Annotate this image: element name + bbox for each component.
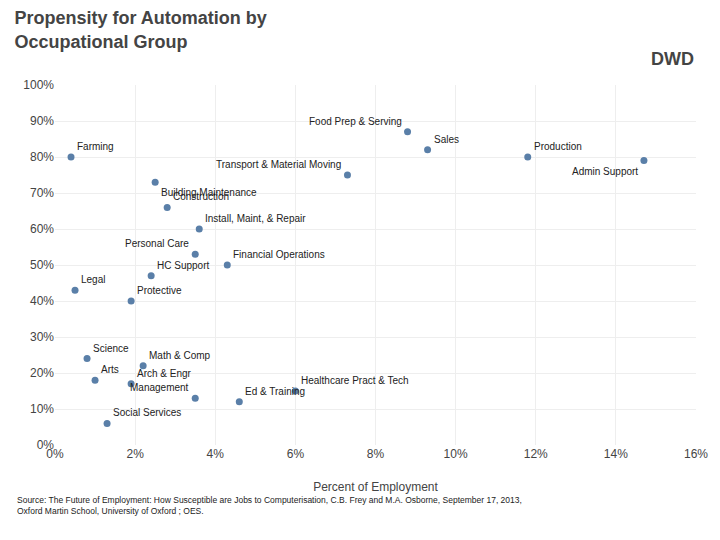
svg-text:2%: 2% [126, 447, 144, 461]
svg-text:Healthcare Pract & Tech: Healthcare Pract & Tech [301, 375, 409, 386]
svg-text:12%: 12% [524, 447, 548, 461]
svg-text:Math & Comp: Math & Comp [149, 350, 211, 361]
svg-text:60%: 60% [30, 222, 54, 236]
svg-text:50%: 50% [30, 258, 54, 272]
svg-text:Social Services: Social Services [113, 407, 181, 418]
svg-text:Food Prep & Serving: Food Prep & Serving [309, 116, 402, 127]
svg-text:Admin Support: Admin Support [572, 166, 638, 177]
svg-text:Building Maintenance: Building Maintenance [161, 187, 257, 198]
svg-text:0%: 0% [46, 447, 64, 461]
svg-text:Transport & Material Moving: Transport & Material Moving [216, 159, 341, 170]
svg-text:Science: Science [93, 343, 129, 354]
svg-text:Arts: Arts [101, 364, 119, 375]
svg-text:Ed & Training: Ed & Training [245, 386, 305, 397]
svg-text:Construction: Construction [173, 191, 229, 202]
svg-text:Protective: Protective [137, 285, 182, 296]
svg-text:Install, Maint, & Repair: Install, Maint, & Repair [205, 213, 306, 224]
svg-text:90%: 90% [30, 114, 54, 128]
svg-text:Management: Management [130, 382, 189, 393]
svg-text:100%: 100% [23, 78, 54, 92]
svg-text:80%: 80% [30, 150, 54, 164]
svg-text:6%: 6% [287, 447, 305, 461]
svg-text:Legal: Legal [81, 274, 105, 285]
svg-text:8%: 8% [367, 447, 385, 461]
svg-text:Sales: Sales [434, 134, 459, 145]
svg-text:40%: 40% [30, 294, 54, 308]
svg-text:DWD: DWD [651, 49, 694, 69]
svg-text:Arch & Engr: Arch & Engr [137, 368, 192, 379]
svg-text:70%: 70% [30, 186, 54, 200]
svg-text:16%: 16% [684, 447, 708, 461]
svg-text:Propensity for Automation byOc: Propensity for Automation byOccupational… [14, 8, 266, 51]
svg-text:HC Support: HC Support [157, 260, 209, 271]
svg-text:10%: 10% [444, 447, 468, 461]
svg-text:30%: 30% [30, 330, 54, 344]
svg-text:10%: 10% [30, 402, 54, 416]
svg-text:Production: Production [534, 141, 582, 152]
svg-text:Percent of Employment: Percent of Employment [313, 480, 438, 494]
svg-text:0%: 0% [37, 438, 55, 452]
svg-text:Farming: Farming [77, 141, 114, 152]
svg-text:Financial Operations: Financial Operations [233, 249, 325, 260]
svg-text:4%: 4% [207, 447, 225, 461]
svg-text:20%: 20% [30, 366, 54, 380]
svg-text:Personal Care: Personal Care [125, 238, 189, 249]
svg-text:Source: The Future of Employme: Source: The Future of Employment: How Su… [17, 495, 522, 516]
svg-text:14%: 14% [604, 447, 628, 461]
